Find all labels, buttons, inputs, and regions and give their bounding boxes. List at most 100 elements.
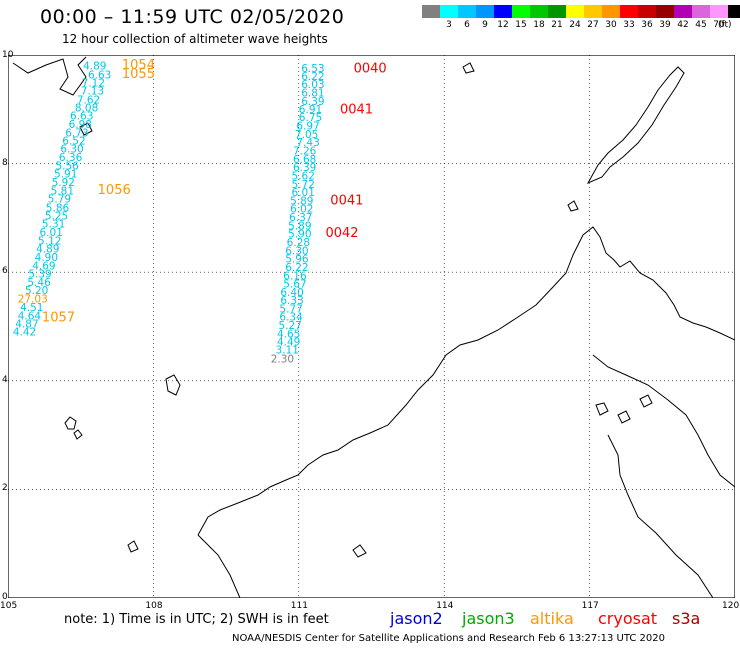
wave-height-value: 3.11 xyxy=(276,345,299,357)
latitude-tick-label: 8 xyxy=(2,157,8,168)
latitude-tick-label: 10 xyxy=(2,50,14,60)
wave-height-value: 4.87 xyxy=(15,319,38,331)
wave-height-value: 6.39 xyxy=(301,96,324,108)
pass-time-label: 1056 xyxy=(98,183,131,198)
wave-height-value: 5.39 xyxy=(28,269,51,281)
wave-height-value: 5.27 xyxy=(278,320,301,332)
legend-swatch xyxy=(710,5,728,18)
pass-time-label: 1057 xyxy=(42,311,75,326)
wave-height-value: 4.64 xyxy=(18,310,42,322)
legend-label: 36 xyxy=(641,20,653,30)
pass-time-label: 0041 xyxy=(340,103,373,118)
longitude-tick-label: 120 xyxy=(722,601,740,611)
wave-height-value: 5.67 xyxy=(283,278,306,290)
wave-height-value: 4.49 xyxy=(277,337,300,349)
wave-height-value: 5.25 xyxy=(45,211,68,223)
legend-label: 15 xyxy=(515,20,527,30)
borneo-south-coast xyxy=(197,534,241,598)
vietnam-coast-south xyxy=(12,56,87,96)
sulu-isles xyxy=(595,394,653,424)
figure-subtitle: 12 hour collection of altimeter wave hei… xyxy=(62,32,328,46)
latitude-tick-label: 0 xyxy=(2,592,8,602)
reef-1 xyxy=(462,62,475,74)
wave-height-value: 5.92 xyxy=(52,177,75,189)
legend-swatch xyxy=(602,5,620,18)
wave-height-value: 4.89 xyxy=(36,244,59,256)
legend-label: 27 xyxy=(587,20,599,30)
legend-label: 3 xyxy=(446,20,452,30)
wave-height-value: 6.53 xyxy=(301,63,324,75)
legend-label: 30 xyxy=(605,20,617,30)
borneo-east xyxy=(607,434,714,598)
wave-height-value: 6.97 xyxy=(296,120,319,132)
anambas-isles xyxy=(64,416,83,440)
pass-time-label: 0042 xyxy=(325,226,358,241)
wave-height-value: 7.43 xyxy=(296,137,319,149)
legend-label: 70 xyxy=(713,20,725,30)
legend-swatch xyxy=(620,5,638,18)
borneo-coast xyxy=(197,226,735,536)
map-frame xyxy=(8,55,735,598)
footer-note: note: 1) Time is in UTC; 2) SWH is in fe… xyxy=(64,612,329,627)
wave-height-value: 4.42 xyxy=(13,327,36,339)
wave-height-value: 6.68 xyxy=(293,154,316,166)
footer-credit: NOAA/NESDIS Center for Satellite Applica… xyxy=(232,633,665,644)
coastlines xyxy=(12,56,735,598)
latitude-tick-label: 6 xyxy=(2,266,8,277)
legend-label xyxy=(422,20,440,30)
wave-height-value: 5.86 xyxy=(46,202,70,214)
pass-time-label: 1055 xyxy=(122,67,155,82)
wave-height-value: 6.01 xyxy=(292,187,315,199)
legend-label: 42 xyxy=(677,20,689,30)
reef-2 xyxy=(567,200,579,212)
wave-height-value: 5.56 xyxy=(55,161,79,173)
legend-unit: (ft) xyxy=(718,20,732,30)
wave-height-value: 5.89 xyxy=(290,195,313,207)
legend-swatch xyxy=(530,5,548,18)
wave-height-value: 6.34 xyxy=(279,312,303,324)
wave-height-value: 6.02 xyxy=(290,203,313,215)
wave-height-value: 5.62 xyxy=(292,170,315,182)
wave-height-value: 6.63 xyxy=(70,111,93,123)
legend-label: 6 xyxy=(464,20,470,30)
wave-height-value: 5.12 xyxy=(38,236,61,248)
wave-height-value: 5.77 xyxy=(279,303,302,315)
wave-height-value: 6.22 xyxy=(301,71,324,83)
pass-time-label: 0041 xyxy=(330,193,363,208)
legend-label: 45 xyxy=(695,20,707,30)
wave-height-legend: 3 6 9 12 15 18 21 24 27 30 33 36 39 42 45 70 xyxy=(422,5,740,30)
longitude-tick-label: 114 xyxy=(436,601,454,611)
wave-height-value: 7.05 xyxy=(295,129,318,141)
con-son-island xyxy=(79,122,93,136)
wave-height-value: 27.03 xyxy=(18,294,48,306)
wave-height-value: 5.72 xyxy=(292,179,315,191)
wave-height-value: 6.98 xyxy=(69,119,92,131)
wave-height-value: 7.26 xyxy=(293,145,317,157)
wave-height-value: 2.30 xyxy=(271,353,294,365)
wave-height-value: 4.51 xyxy=(20,302,43,314)
wave-height-value: 4.65 xyxy=(277,328,300,340)
altimeter-tracks: 4.896.637.127.137.628.086.636.986.736.52… xyxy=(13,61,325,366)
pass-time-label: 1054 xyxy=(122,58,155,73)
legend-label: 9 xyxy=(482,20,488,30)
wave-height-value: 5.20 xyxy=(25,285,48,297)
satellite-label-jason3: jason3 xyxy=(462,609,515,628)
legend-swatch xyxy=(692,5,710,18)
wave-height-value: 6.22 xyxy=(285,262,308,274)
wave-height-value: 6.01 xyxy=(40,227,63,239)
legend-swatch xyxy=(476,5,494,18)
wave-height-value: 8.08 xyxy=(75,102,98,114)
wave-height-value: 4.89 xyxy=(83,61,106,73)
wave-height-value: 6.91 xyxy=(299,104,322,116)
wave-height-value: 6.30 xyxy=(285,245,308,257)
wave-height-value: 6.63 xyxy=(88,69,111,81)
wave-height-value: 6.37 xyxy=(289,212,312,224)
natuna-island xyxy=(165,374,181,396)
legend-swatch xyxy=(656,5,674,18)
wave-height-value: 6.36 xyxy=(59,152,83,164)
reef-3 xyxy=(352,544,367,558)
wave-height-value: 5.96 xyxy=(285,253,309,265)
legend-swatch xyxy=(512,5,530,18)
